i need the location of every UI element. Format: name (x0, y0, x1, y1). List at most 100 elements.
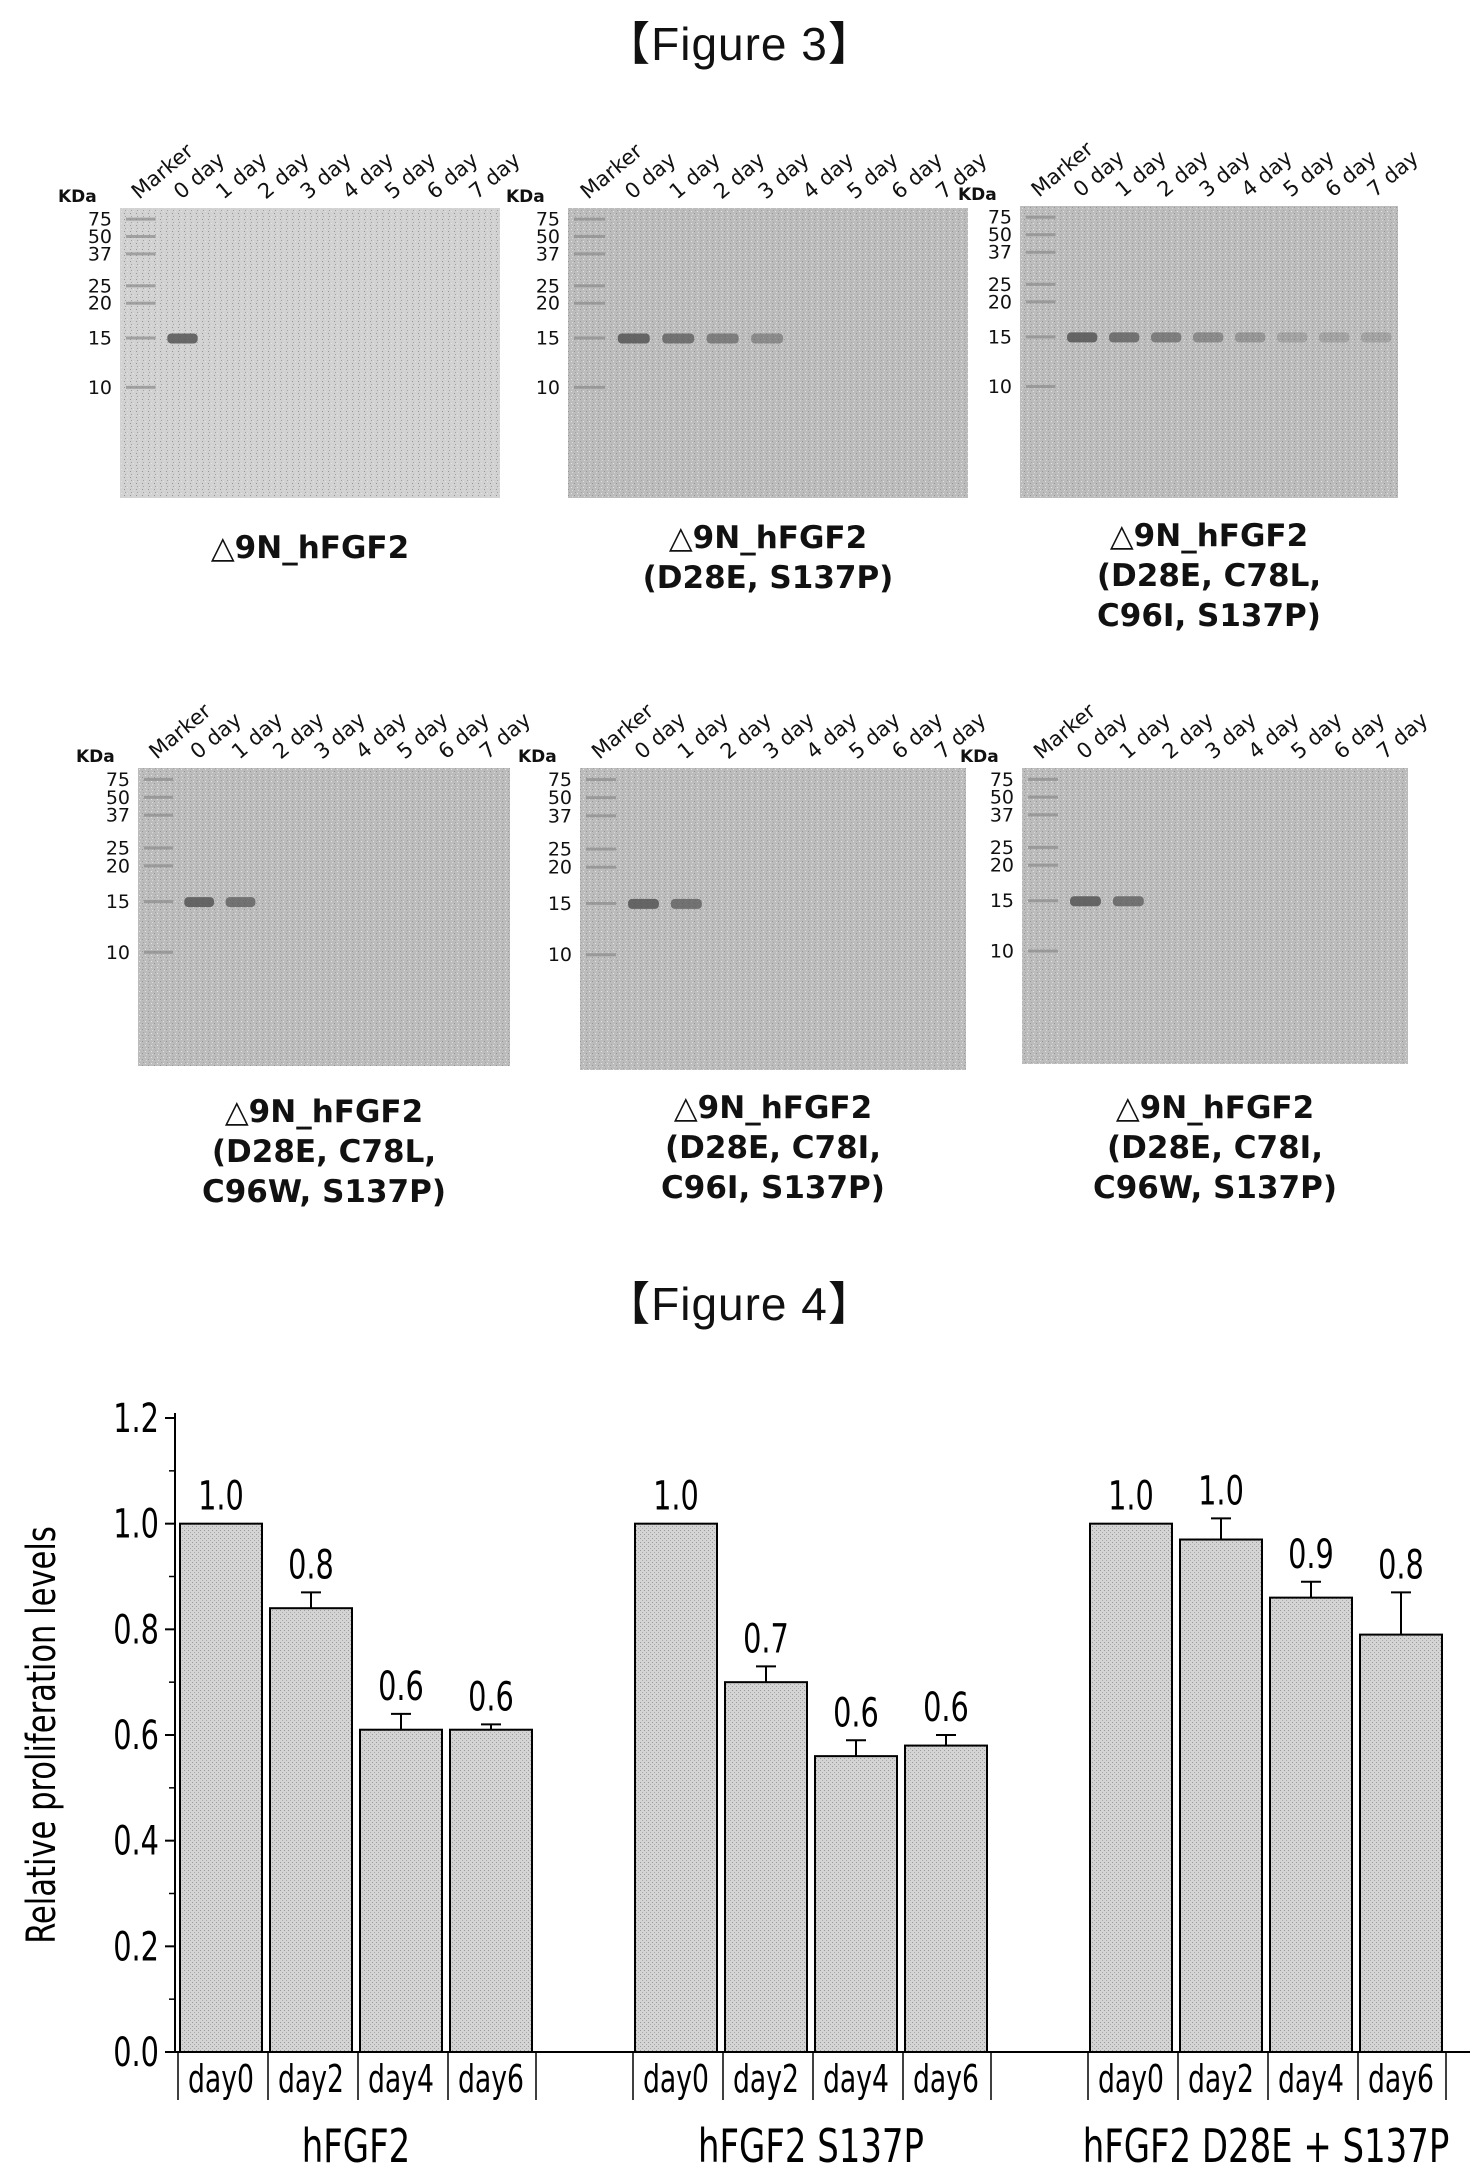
gel-caption-line: △9N_hFGF2 (224, 1094, 424, 1130)
lane-label: 4 day (338, 148, 398, 204)
gel-caption-line: C96W, S137P) (1092, 1170, 1338, 1206)
marker-band (574, 284, 606, 288)
figure3-title: 【Figure 3】 (604, 18, 875, 70)
lane-label: 7 day (1363, 146, 1423, 202)
mw-marker-label: 37 (88, 243, 112, 265)
bar (179, 1522, 263, 2053)
lane-label: 1 day (1115, 708, 1175, 764)
lane-label: 7 day (931, 148, 991, 204)
marker-band (126, 217, 156, 221)
data-label: 0.8 (1378, 1541, 1424, 1588)
bar (724, 1681, 808, 2053)
marker-band (144, 864, 173, 868)
mw-marker-label: 20 (88, 293, 112, 315)
mw-marker-label: 25 (988, 274, 1012, 296)
lane-label: 1 day (1111, 146, 1171, 202)
data-label: 1.0 (653, 1472, 699, 1519)
mw-marker-label: 25 (548, 839, 572, 861)
protein-band (1112, 896, 1144, 907)
x-category-label: day4 (368, 2057, 434, 2102)
mw-marker-label: 50 (536, 226, 560, 248)
lane-label: Marker (1029, 699, 1100, 764)
marker-band (574, 301, 606, 305)
protein-band (751, 333, 784, 344)
protein-band (225, 897, 256, 908)
marker-band (586, 847, 617, 851)
mw-marker-label: 25 (88, 275, 112, 297)
kda-unit-label: KDa (960, 747, 999, 767)
gel-caption-line: △9N_hFGF2 (1109, 518, 1309, 554)
mw-marker-label: 50 (106, 787, 130, 809)
lane-label: 4 day (1244, 708, 1304, 764)
x-category-label: day2 (278, 2057, 344, 2102)
lane-label: 0 day (1072, 708, 1132, 764)
marker-band (1028, 899, 1059, 903)
lane-label: 4 day (1237, 146, 1297, 202)
lane-label: 3 day (296, 148, 356, 204)
bar (359, 1728, 443, 2053)
marker-band (574, 336, 606, 340)
lane-label: 5 day (1286, 708, 1346, 764)
gel-caption: △9N_hFGF2 (D28E, S137P) (528, 518, 1008, 598)
x-category-label: day0 (643, 2057, 709, 2102)
lane-label: 2 day (253, 148, 313, 204)
mw-marker-label: 10 (988, 376, 1012, 398)
protein-band (662, 333, 695, 344)
protein-band (1151, 332, 1182, 343)
gel-caption: △9N_hFGF2 (80, 528, 540, 568)
mw-marker-label: 75 (990, 769, 1014, 791)
data-label: 1.0 (1198, 1467, 1244, 1514)
gel-lane-area (1020, 206, 1398, 498)
lane-label: 4 day (798, 148, 858, 204)
mw-marker-label: 50 (990, 787, 1014, 809)
proliferation-bar-chart: 0.0 0.2 0.4 0.6 0.8 1.0 1.2 Relative proliferat… (18, 1394, 1470, 2173)
lane-label: 2 day (1153, 146, 1213, 202)
lane-label: 6 day (887, 148, 947, 204)
kda-unit-label: KDa (518, 747, 557, 767)
protein-band (1277, 332, 1308, 343)
kda-unit-label: KDa (58, 187, 97, 207)
lane-label: 6 day (887, 708, 947, 764)
lane-label: 3 day (1201, 708, 1261, 764)
bar (814, 1755, 898, 2053)
lane-label: 2 day (1158, 708, 1218, 764)
lane-label: 4 day (351, 708, 411, 764)
protein-band (1193, 332, 1224, 343)
mw-marker-label: 50 (88, 226, 112, 248)
data-label: 0.9 (1288, 1530, 1334, 1577)
x-category-label: day4 (1278, 2057, 1344, 2102)
lane-label: 1 day (227, 708, 287, 764)
gel-caption-line: (D28E, C78L, (1096, 558, 1322, 594)
x-category-label: day0 (1098, 2057, 1164, 2102)
data-label: 1.0 (198, 1472, 244, 1519)
marker-band (126, 235, 156, 238)
protein-band (1235, 332, 1266, 343)
x-category-label: day2 (733, 2057, 799, 2102)
lane-label: 6 day (1329, 708, 1389, 764)
x-category-label: day0 (188, 2057, 254, 2102)
lane-label: 1 day (673, 708, 733, 764)
kda-unit-label: KDa (958, 185, 997, 205)
lane-label: 6 day (1321, 146, 1381, 202)
lane-label: 5 day (380, 148, 440, 204)
y-tick-label: 0.6 (113, 1711, 159, 1758)
marker-band (586, 865, 617, 869)
lane-label: 3 day (1195, 146, 1255, 202)
y-tick-label: 0.4 (113, 1817, 159, 1864)
mw-marker-label: 37 (988, 242, 1012, 264)
mw-marker-label: 15 (988, 326, 1012, 348)
lane-label: Marker (587, 699, 658, 764)
lane-label: 7 day (465, 148, 525, 204)
marker-band (574, 217, 606, 221)
gel-caption-line: (D28E, C78I, (665, 1130, 881, 1166)
mw-marker-label: 50 (548, 787, 572, 809)
mw-marker-label: 10 (88, 377, 112, 399)
marker-band (586, 796, 617, 800)
marker-band (126, 284, 156, 288)
data-label: 0.6 (833, 1689, 879, 1736)
protein-band (628, 898, 659, 909)
marker-band (1028, 949, 1059, 953)
data-label: 0.6 (923, 1683, 969, 1730)
mw-marker-label: 15 (88, 328, 112, 350)
marker-band (1028, 813, 1059, 817)
